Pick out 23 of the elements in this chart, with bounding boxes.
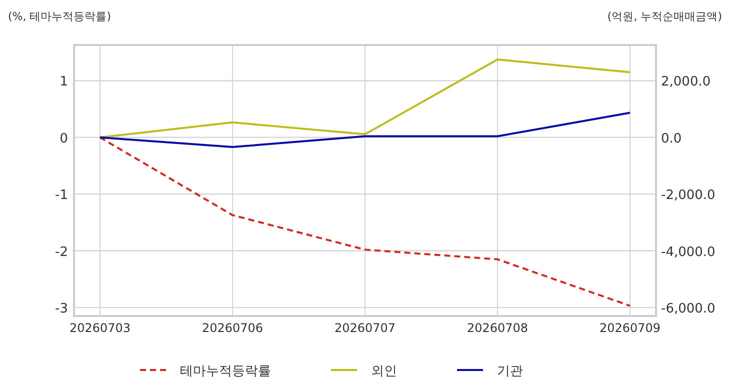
x-tick-label: 20260706 [202,321,264,335]
line-series [99,112,631,148]
y2-tick-label: -4,000.0 [661,244,716,260]
legend-label: 외인 [371,364,397,379]
y-tick-label: -1 [55,188,68,204]
y-tick-label: -2 [55,244,68,260]
y-tick-label: 0 [60,131,68,146]
line-series [99,58,631,138]
y2-tick-label: -2,000.0 [661,188,716,204]
y-tick-label: 1 [60,74,68,90]
y2-axis-title: (억원, 누적순매매금액) [607,10,722,23]
y2-tick-label: 0.0 [661,131,682,146]
y-tick-label: -3 [55,301,68,316]
legend-label: 테마누적등락률 [180,364,271,379]
x-tick-label: 20260709 [599,321,661,335]
y2-tick-label: -6,000.0 [661,301,716,316]
legend-label: 기관 [497,364,523,379]
y-axis-title: (%, 테마누적등락률) [8,10,112,23]
line-series [99,136,631,307]
y2-tick-label: 2,000.0 [661,74,711,90]
x-tick-label: 20260708 [466,321,528,335]
x-tick-label: 20260707 [334,321,396,335]
x-tick-label: 20260703 [69,321,131,335]
